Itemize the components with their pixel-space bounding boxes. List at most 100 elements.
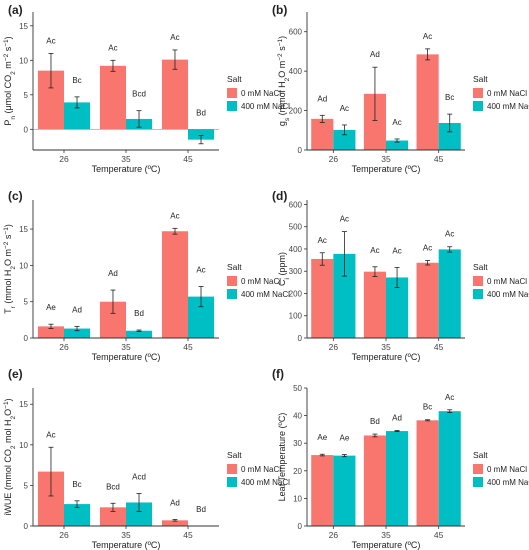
y-axis-title-part: s xyxy=(3,234,13,242)
legend-swatch xyxy=(473,289,483,299)
y-tick-label: 5 xyxy=(24,481,29,490)
y-axis-title-part: ) xyxy=(3,224,13,227)
legend-label: 0 mM NaCl xyxy=(487,89,527,98)
legend-title: Salt xyxy=(227,450,242,460)
significance-letter: Ac xyxy=(370,246,379,255)
panel-label: (a) xyxy=(8,3,23,17)
significance-letter: Ac xyxy=(170,33,179,42)
y-tick-label: 0 xyxy=(24,125,29,134)
y-tick-label: 0 xyxy=(24,334,29,343)
panel-label: (f) xyxy=(272,367,284,381)
y-axis-title-part: ) xyxy=(3,36,13,39)
significance-letter: Ad xyxy=(317,94,327,103)
panel-label: (b) xyxy=(272,3,287,17)
y-tick-label: 10 xyxy=(293,494,302,503)
panel-b: (b) 0 200 400 600 Ad Ad Ac Ac Ac Bc 26 35 45 Temperatu… xyxy=(272,3,529,174)
significance-letter: Ae xyxy=(317,433,327,442)
y-axis-title-part: s xyxy=(277,46,287,54)
y-axis-title-part: T xyxy=(3,308,13,314)
y-tick-label: 500 xyxy=(289,223,303,232)
significance-letter: Bc xyxy=(72,480,81,489)
y-axis-title-part: O m xyxy=(277,61,287,78)
y-axis-title-part: (ppm) xyxy=(277,252,287,278)
x-tick-label: 45 xyxy=(183,154,193,164)
y-axis-title-part: 2 xyxy=(10,445,17,449)
significance-letter: Ac xyxy=(340,215,349,224)
significance-letter: Bc xyxy=(445,93,454,102)
bar-400mM-45 xyxy=(438,411,461,526)
significance-letter: Bc xyxy=(423,403,432,412)
bar-400mM-45 xyxy=(438,122,461,150)
y-axis-title: Pn (μmol CO2 m−2 s−1) xyxy=(3,36,17,125)
y-axis-title: Ci (ppm) xyxy=(277,252,291,286)
y-axis-title-part: iWUE (mmol CO xyxy=(3,449,13,516)
y-axis-title-part: 2 xyxy=(10,266,17,270)
legend-label: 400 mM NaCl xyxy=(241,290,290,299)
x-tick-label: 35 xyxy=(121,342,131,352)
significance-letter: Ac xyxy=(46,36,55,45)
x-tick-label: 45 xyxy=(434,530,444,540)
x-axis-title: Temperature (ºC) xyxy=(352,540,421,550)
y-tick-label: 5 xyxy=(24,298,29,307)
y-tick-label: 10 xyxy=(19,441,28,450)
y-axis-title-part: (mmol H xyxy=(3,270,13,307)
bar-400mM-26 xyxy=(333,253,356,338)
bar-0mM-35 xyxy=(363,271,386,338)
y-axis-title-part: C xyxy=(277,279,287,286)
y-tick-label: 10 xyxy=(19,56,28,65)
significance-letter: Ae xyxy=(339,434,349,443)
bar-0mM-26 xyxy=(311,455,334,526)
bar-0mM-45 xyxy=(161,59,188,130)
y-axis-title-part: Leaf Temperature (ºC) xyxy=(277,413,287,502)
x-tick-label: 45 xyxy=(183,342,193,352)
legend-swatch xyxy=(227,276,237,286)
y-tick-label: 40 xyxy=(293,412,302,421)
y-tick-label: 20 xyxy=(293,467,302,476)
y-tick-label: 0 xyxy=(298,522,303,531)
x-tick-label: 35 xyxy=(121,530,131,540)
x-tick-label: 45 xyxy=(183,530,193,540)
bar-0mM-45 xyxy=(416,420,439,526)
bar-400mM-26 xyxy=(333,129,356,150)
legend-swatch xyxy=(227,101,237,111)
y-axis-title-part: −1 xyxy=(3,401,10,409)
significance-letter: Ac xyxy=(46,430,55,439)
significance-letter: Ad xyxy=(170,499,180,508)
significance-letter: Bc xyxy=(72,76,81,85)
y-axis-title-part: 2 xyxy=(10,415,17,419)
y-axis-title-part: O xyxy=(3,409,13,416)
bar-0mM-35 xyxy=(363,435,386,526)
x-axis-title: Temperature (ºC) xyxy=(352,352,421,362)
x-axis-title: Temperature (ºC) xyxy=(92,164,161,174)
y-tick-label: 200 xyxy=(289,107,303,116)
y-axis-title-part: g xyxy=(277,121,287,126)
significance-letter: Ac xyxy=(170,211,179,220)
bar-0mM-45 xyxy=(416,54,439,151)
y-axis-title-part: −2 xyxy=(3,53,10,61)
panel-label: (c) xyxy=(8,189,23,203)
significance-letter: Bd xyxy=(196,108,206,117)
y-axis-title-part: s xyxy=(284,117,291,121)
bar-0mM-35 xyxy=(99,507,126,526)
legend-swatch xyxy=(473,464,483,474)
bar-0mM-26 xyxy=(311,258,334,338)
significance-letter: Ae xyxy=(46,303,56,312)
y-tick-label: 200 xyxy=(289,289,303,298)
significance-letter: Bd xyxy=(196,505,206,514)
y-axis-title-part: s xyxy=(3,46,13,54)
significance-letter: Ad xyxy=(392,414,402,423)
significance-letter: Ac xyxy=(445,230,454,239)
panel-label: (d) xyxy=(272,189,287,203)
y-axis-title-part: −2 xyxy=(277,53,284,61)
y-axis-title: Leaf Temperature (ºC) xyxy=(277,413,287,502)
y-tick-label: 15 xyxy=(19,400,28,409)
y-axis-title-part: ) xyxy=(277,36,287,39)
x-tick-label: 45 xyxy=(434,154,444,164)
x-tick-label: 26 xyxy=(329,530,339,540)
y-axis-title-part: −2 xyxy=(3,241,10,249)
significance-letter: Ac xyxy=(340,104,349,113)
y-tick-label: 0 xyxy=(298,334,303,343)
y-axis-title-part: O m xyxy=(3,249,13,266)
significance-letter: Ac xyxy=(445,393,454,402)
bar-0mM-26 xyxy=(311,118,334,150)
